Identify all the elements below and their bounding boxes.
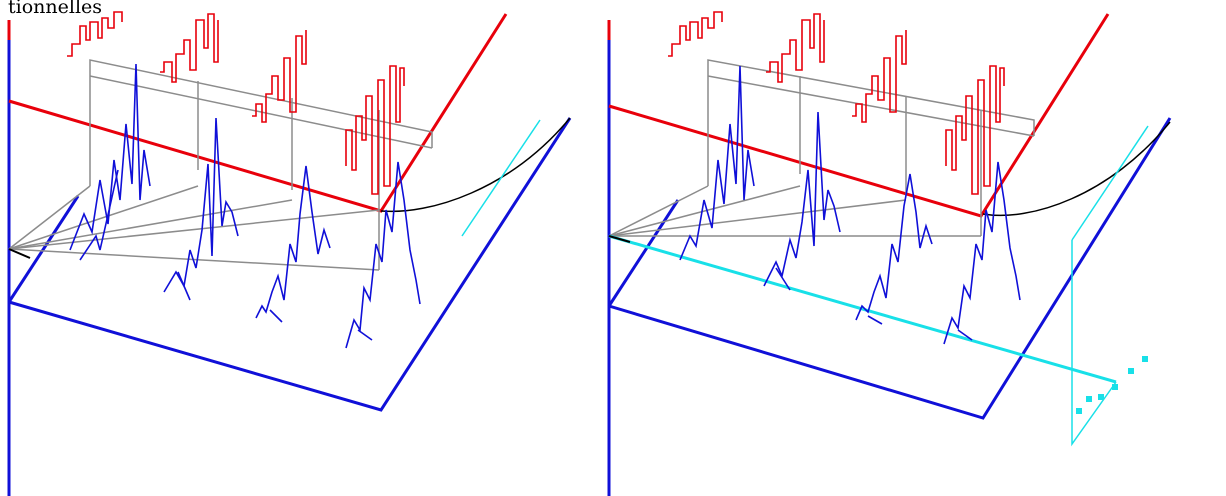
- grey-guides-right: [608, 59, 1035, 237]
- cyan-cross-section: [608, 125, 1149, 447]
- red-traces-right: [668, 11, 1005, 195]
- blue-floor-left: [7, 195, 80, 303]
- panel-right: [607, 11, 1172, 496]
- red-plane-edge-right: [608, 13, 1110, 218]
- black-curve-right: [982, 121, 1171, 217]
- blue-spikes-right: [679, 65, 1021, 345]
- black-curve: [380, 117, 571, 213]
- origin-marker: [8, 248, 31, 259]
- red-plane-edge: [8, 13, 508, 213]
- blue-floor-left-right: [607, 199, 680, 307]
- cyan-dots: [1076, 356, 1148, 414]
- red-traces: [67, 11, 405, 195]
- caption-text: tionnelles: [8, 0, 103, 18]
- grey-guides: [8, 59, 433, 271]
- cyan-segment: [461, 119, 541, 237]
- blue-floor-front-right: [608, 117, 1172, 420]
- panel-left: [7, 11, 572, 496]
- origin-marker-right: [608, 235, 631, 243]
- blue-floor-front: [8, 117, 572, 412]
- blue-spikes: [69, 63, 421, 349]
